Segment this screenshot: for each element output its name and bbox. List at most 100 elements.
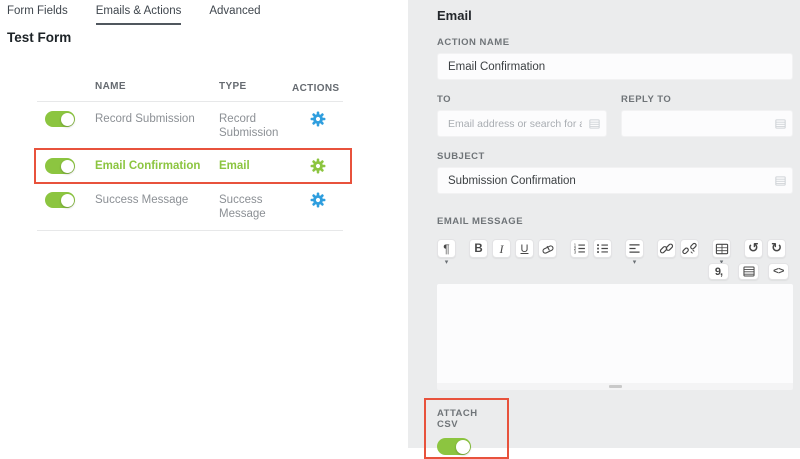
- redo-button-wrap: ↻: [767, 239, 786, 258]
- header-spacer: [37, 94, 95, 101]
- tab-bar: Form Fields Emails & Actions Advanced: [7, 5, 261, 25]
- underline-button[interactable]: U: [515, 239, 534, 258]
- table-button-wrap: ▾: [712, 239, 731, 266]
- action-name-input[interactable]: [437, 53, 793, 80]
- subject-field-wrap: [437, 167, 793, 194]
- subject-input[interactable]: [437, 167, 793, 194]
- action-type-cell: Success Message: [219, 194, 266, 220]
- reply-to-field-wrap: [621, 110, 793, 137]
- gear-icon[interactable]: [310, 158, 326, 174]
- column-header-type: TYPE: [219, 81, 247, 92]
- bold-button[interactable]: B: [469, 239, 488, 258]
- action-enabled-toggle[interactable]: [45, 192, 75, 208]
- link-button-wrap: [657, 239, 676, 258]
- reply-to-input[interactable]: [621, 110, 793, 137]
- tab-form-fields[interactable]: Form Fields: [7, 5, 68, 17]
- link-icon: [659, 241, 674, 256]
- eraser-icon: [541, 242, 555, 256]
- action-name-field-wrap: [437, 53, 793, 80]
- merge-tags-picker-icon[interactable]: [774, 118, 787, 130]
- table-row: Record Submission Record Submission: [37, 102, 343, 149]
- reply-to-label: REPLY TO: [621, 94, 672, 105]
- tab-emails-actions[interactable]: Emails & Actions: [95, 5, 182, 25]
- undo-button-wrap: ↺: [744, 239, 763, 258]
- attach-csv-group: ATTACH CSV: [424, 398, 509, 459]
- gear-icon[interactable]: [310, 192, 326, 208]
- clear-format-button[interactable]: [538, 239, 557, 258]
- action-name-cell: Success Message: [95, 194, 189, 206]
- to-field-wrap: [437, 110, 607, 137]
- unlink-button[interactable]: [680, 239, 699, 258]
- code-view-button[interactable]: <>: [768, 263, 789, 280]
- chevron-down-icon[interactable]: ▾: [720, 259, 724, 266]
- link-button[interactable]: [657, 239, 676, 258]
- toggle-knob: [455, 439, 470, 454]
- email-message-editor[interactable]: [437, 284, 793, 383]
- align-button[interactable]: [625, 239, 644, 258]
- merge-tags-button[interactable]: 9,: [708, 263, 729, 280]
- action-type-cell: Email: [219, 160, 250, 172]
- action-name-cell: Email Confirmation: [95, 160, 201, 172]
- action-enabled-toggle[interactable]: [45, 111, 75, 127]
- toggle-knob: [60, 112, 74, 126]
- table-icon: [715, 242, 729, 256]
- column-header-actions: ACTIONS: [292, 83, 340, 94]
- code-view-button-wrap: <>: [768, 263, 789, 280]
- chevron-down-icon[interactable]: ▾: [632, 259, 637, 266]
- unlink-button-wrap: [680, 239, 699, 258]
- action-name-label: ACTION NAME: [437, 37, 510, 48]
- svg-text:3: 3: [574, 249, 577, 254]
- row-properties-button[interactable]: [738, 263, 759, 280]
- merge-tags-picker-icon[interactable]: [774, 175, 787, 187]
- paragraph-style-button-wrap: ¶ ▾: [437, 239, 456, 266]
- action-type-cell: Record Submission: [219, 113, 279, 139]
- table-row: Email Confirmation Email: [34, 148, 352, 184]
- form-actions-pane: Form Fields Emails & Actions Advanced Test…: [7, 5, 352, 231]
- undo-button[interactable]: ↺: [744, 239, 763, 258]
- merge-tags-button-wrap: 9,: [708, 263, 729, 280]
- rows-icon: [742, 265, 756, 278]
- action-enabled-toggle[interactable]: [45, 158, 75, 174]
- action-name-cell: Record Submission: [95, 113, 195, 125]
- redo-button[interactable]: ↻: [767, 239, 786, 258]
- tab-advanced[interactable]: Advanced: [209, 5, 261, 17]
- align-icon: [628, 242, 641, 255]
- editor-toolbar-row2: 9, <>: [437, 263, 793, 280]
- toggle-knob: [60, 193, 74, 207]
- svg-text:2: 2: [574, 246, 577, 251]
- toggle-knob: [60, 159, 74, 173]
- email-action-settings-panel: Email ACTION NAME TO REPLY TO SUBJECT EM…: [408, 0, 800, 459]
- merge-tags-picker-icon[interactable]: [588, 118, 601, 130]
- subject-label: SUBJECT: [437, 151, 485, 162]
- panel-title: Email: [437, 8, 472, 23]
- underline-button-wrap: U: [515, 239, 534, 258]
- editor-resize-bar: [437, 383, 793, 390]
- table-row: Success Message Success Message: [37, 183, 343, 231]
- editor-resize-handle[interactable]: [608, 385, 622, 388]
- svg-text:1: 1: [574, 243, 577, 248]
- clear-format-button-wrap: [538, 239, 557, 258]
- paragraph-style-button[interactable]: ¶: [437, 239, 456, 258]
- unlink-icon: [682, 241, 697, 256]
- page-title: Test Form: [7, 30, 72, 45]
- italic-button-wrap: I: [492, 239, 511, 258]
- to-label: TO: [437, 94, 452, 105]
- italic-button[interactable]: I: [492, 239, 511, 258]
- unordered-list-button[interactable]: [593, 239, 612, 258]
- unordered-list-button-wrap: [593, 239, 612, 258]
- bold-button-wrap: B: [469, 239, 488, 258]
- to-input[interactable]: [437, 110, 607, 137]
- attach-csv-toggle[interactable]: [437, 438, 471, 455]
- attach-csv-label: ATTACH CSV: [437, 408, 478, 430]
- table-button[interactable]: [712, 239, 731, 258]
- gear-icon[interactable]: [310, 111, 326, 127]
- chevron-down-icon[interactable]: ▾: [444, 259, 449, 266]
- email-message-label: EMAIL MESSAGE: [437, 216, 524, 227]
- column-header-name: NAME: [95, 81, 126, 92]
- ul-icon: [596, 242, 609, 255]
- actions-table: NAME TYPE ACTIONS Record Submission Reco…: [34, 78, 352, 231]
